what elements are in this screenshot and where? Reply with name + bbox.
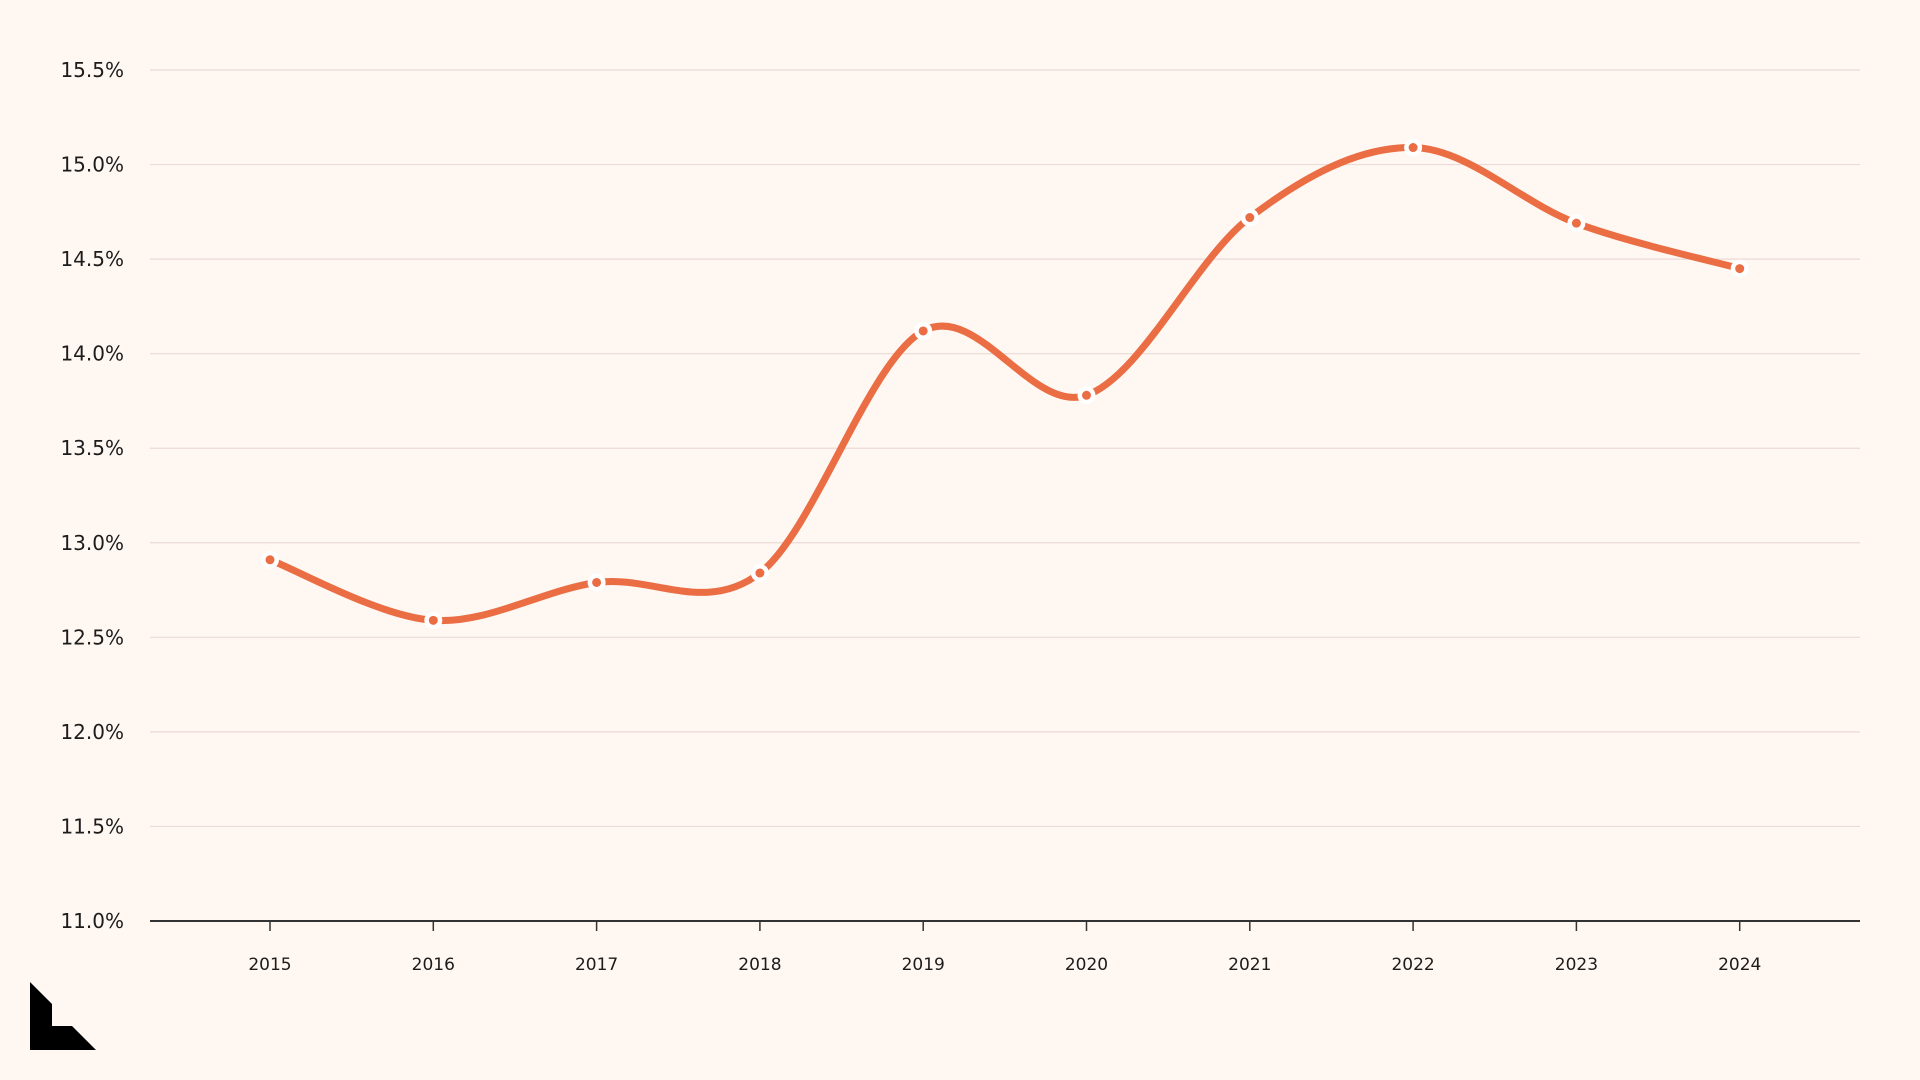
data-point [918, 326, 928, 336]
y-tick-label: 11.0% [60, 909, 124, 933]
y-tick-label: 13.0% [60, 531, 124, 555]
y-tick-label: 11.5% [60, 814, 124, 838]
x-tick-label: 2018 [738, 955, 781, 975]
x-tick-label: 2015 [248, 955, 291, 975]
data-point [1082, 390, 1091, 400]
y-tick-label: 12.0% [60, 720, 124, 744]
data-point [428, 615, 438, 625]
x-tick-label: 2016 [412, 955, 455, 975]
x-tick-label: 2023 [1555, 955, 1598, 975]
data-point [1571, 218, 1581, 228]
series-group [266, 144, 1744, 625]
brand-logo-icon [30, 982, 96, 1050]
x-tick-label: 2017 [575, 955, 618, 975]
data-point [1245, 213, 1255, 223]
y-tick-label: 14.5% [60, 247, 124, 271]
data-point [1735, 264, 1745, 274]
data-point [755, 568, 765, 578]
x-tick-label: 2022 [1391, 955, 1434, 975]
x-axis-ticks: 2015 2016 2017 2018 2019 2020 2021 2022 2023 2024 [248, 921, 1761, 975]
data-point [265, 555, 275, 565]
y-tick-label: 15.0% [60, 153, 124, 177]
data-point [592, 577, 602, 587]
x-tick-label: 2020 [1065, 955, 1108, 975]
x-tick-label: 2021 [1228, 955, 1271, 975]
x-tick-label: 2019 [902, 955, 945, 975]
y-tick-label: 15.5% [60, 58, 124, 82]
data-points [261, 138, 1749, 630]
x-tick-label: 2024 [1718, 955, 1761, 975]
series-line [266, 144, 1744, 625]
y-tick-label: 12.5% [60, 625, 124, 649]
data-point [1408, 143, 1418, 153]
grid-lines [150, 69, 1860, 828]
y-tick-label: 14.0% [60, 342, 124, 366]
y-axis-ticks: 11.0% 11.5% 12.0% 12.5% 13.0% 13.5% 14.0% 14.5%… [60, 58, 124, 933]
y-tick-label: 13.5% [60, 436, 124, 460]
